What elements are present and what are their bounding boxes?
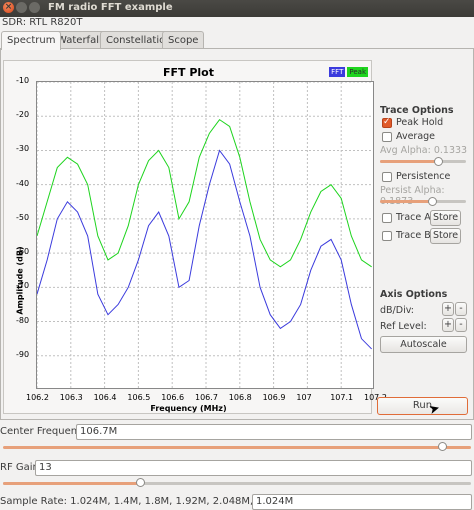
sample-rate-input[interactable]: 1.024M (252, 494, 472, 510)
rf-gain-knob[interactable] (136, 478, 145, 487)
close-button[interactable] (3, 2, 14, 13)
sdr-label: SDR: RTL R820T (2, 17, 83, 28)
x-tick-label: 106.3 (59, 393, 83, 402)
trace-a-store-button[interactable]: Store (430, 210, 461, 226)
y-tick-label: -40 (16, 178, 30, 188)
trace-b-label[interactable]: Trace B (396, 230, 431, 241)
plot-canvas[interactable] (36, 81, 374, 389)
series-peak (37, 118, 372, 268)
close-icon: × (4, 2, 13, 12)
tab-spectrum[interactable]: Spectrum (1, 31, 62, 50)
trace-options-heading: Trace Options (380, 105, 454, 116)
y-tick-label: -90 (16, 349, 30, 359)
minimize-button[interactable] (16, 2, 27, 13)
y-tick-label: -70 (16, 281, 30, 291)
center-frequency-label: Center Frequency: (0, 426, 92, 437)
run-button[interactable]: Run (377, 397, 468, 415)
x-tick-label: 106.2 (26, 393, 49, 402)
trace-a-label[interactable]: Trace A (396, 212, 431, 223)
x-tick-label: 106.9 (262, 393, 286, 402)
y-tick-label: -30 (16, 144, 30, 154)
maximize-button[interactable] (29, 2, 40, 13)
avg-alpha-fill (380, 160, 438, 163)
peak-hold-label[interactable]: Peak Hold (396, 117, 444, 128)
x-tick-label: 106.4 (93, 393, 117, 402)
plot-title: FFT Plot (162, 66, 214, 79)
rf-gain-slider[interactable] (3, 478, 471, 487)
window-title: FM radio FFT example (48, 2, 173, 13)
ref-level-minus-button[interactable]: - (455, 318, 467, 332)
center-frequency-knob[interactable] (438, 442, 447, 451)
sample-rate-label: Sample Rate: 1.024M, 1.4M, 1.8M, 1.92M, … (0, 496, 322, 507)
ref-level-plus-button[interactable]: + (442, 318, 454, 332)
persistence-label[interactable]: Persistence (396, 171, 451, 182)
plot-legend: FFT Peak (329, 67, 368, 77)
rf-gain-label: RF Gain: (0, 462, 43, 473)
legend-peak[interactable]: Peak (347, 67, 368, 77)
series-fft (37, 149, 372, 350)
rf-gain-fill (3, 482, 140, 485)
center-frequency-input[interactable]: 106.7M (76, 424, 472, 440)
trace-a-checkbox[interactable] (382, 213, 392, 223)
legend-fft[interactable]: FFT (329, 67, 346, 77)
x-tick-label: 107.2 (364, 393, 387, 402)
trace-options-panel: Trace Options Peak Hold Average Avg Alph… (376, 60, 472, 414)
persistence-checkbox[interactable] (382, 172, 392, 182)
x-tick-label: 106.8 (228, 393, 252, 402)
persist-alpha-label: Persist Alpha: 0.1873 (380, 185, 445, 207)
x-tick-label: 107 (296, 393, 312, 402)
x-tick-label: 106.5 (127, 393, 151, 402)
x-tick-label: 107.1 (330, 393, 354, 402)
trace-b-checkbox[interactable] (382, 231, 392, 241)
rf-gain-input[interactable]: 13 (35, 460, 472, 476)
x-tick-label: 106.6 (161, 393, 185, 402)
persist-alpha-knob[interactable] (428, 197, 437, 206)
avg-alpha-label: Avg Alpha: 0.1333 (380, 145, 468, 156)
x-axis-label: Frequency (MHz) (150, 404, 227, 413)
y-tick-label: -50 (16, 212, 30, 222)
persist-alpha-fill (380, 200, 432, 203)
ref-level-label: Ref Level: (380, 321, 427, 332)
window-titlebar: × FM radio FFT example (0, 0, 474, 17)
center-frequency-slider[interactable] (3, 442, 471, 451)
axis-options-heading: Axis Options (380, 289, 448, 300)
db-div-plus-button[interactable]: + (442, 302, 454, 316)
trace-b-store-button[interactable]: Store (430, 228, 461, 244)
fft-plot: FFT Plot FFT Peak Amplitude (dB) Frequen… (3, 60, 387, 414)
y-tick-label: -60 (16, 247, 30, 257)
average-checkbox[interactable] (382, 132, 392, 142)
y-tick-label: -80 (16, 315, 30, 325)
average-label[interactable]: Average (396, 131, 436, 142)
avg-alpha-knob[interactable] (434, 157, 443, 166)
db-div-label: dB/Div: (380, 305, 415, 316)
plot-svg (37, 82, 373, 388)
autoscale-button[interactable]: Autoscale (380, 336, 467, 353)
y-tick-label: -10 (16, 76, 30, 85)
x-tick-label: 106.7 (195, 393, 218, 402)
peak-hold-checkbox[interactable] (382, 117, 392, 128)
y-tick-label: -20 (16, 110, 30, 120)
tab-scope[interactable]: Scope (162, 31, 205, 49)
db-div-minus-button[interactable]: - (455, 302, 467, 316)
